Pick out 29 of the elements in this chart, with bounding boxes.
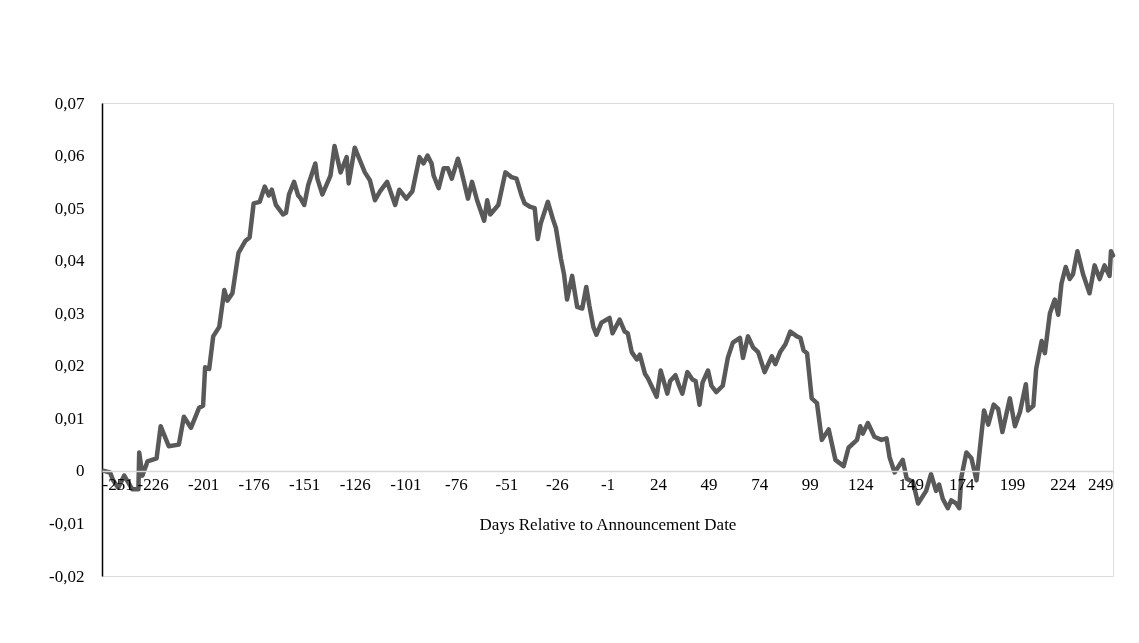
x-tick-label: 199 <box>999 475 1026 495</box>
x-tick-label: -151 <box>289 475 321 495</box>
x-tick-label: 99 <box>801 475 819 495</box>
x-tick-label: -51 <box>495 475 519 495</box>
x-tick-label: -176 <box>238 475 270 495</box>
line-series <box>101 143 1116 511</box>
y-tick-label: 0,01 <box>54 408 85 428</box>
x-tick-label: -1 <box>600 475 616 495</box>
y-tick-label: 0,05 <box>54 198 85 218</box>
x-axis-title: Days Relative to Announcement Date <box>479 515 737 535</box>
x-tick-label: 124 <box>848 475 874 495</box>
x-tick-label: -101 <box>390 475 422 495</box>
x-tick-label: 224 <box>1050 475 1077 495</box>
x-tick-label: 24 <box>650 475 668 495</box>
y-tick-label: 0,06 <box>54 146 85 166</box>
y-tick-label: 0,03 <box>54 303 85 323</box>
y-tick-label: 0,02 <box>54 356 85 376</box>
y-tick-label: 0,04 <box>54 251 85 271</box>
y-tick-label: -0,02 <box>49 566 85 586</box>
x-tick-label: 49 <box>700 475 718 495</box>
y-tick-label: 0,07 <box>54 93 85 113</box>
x-tick-label: -201 <box>188 475 220 495</box>
y-tick-label: 0 <box>76 461 85 481</box>
x-tick-label: -26 <box>546 475 569 495</box>
x-tick-label: 249 <box>1088 475 1114 495</box>
x-tick-label: 74 <box>751 475 769 495</box>
y-tick-label: -0,01 <box>49 513 85 533</box>
x-tick-label: -126 <box>339 475 371 495</box>
x-tick-label: -76 <box>445 475 468 495</box>
